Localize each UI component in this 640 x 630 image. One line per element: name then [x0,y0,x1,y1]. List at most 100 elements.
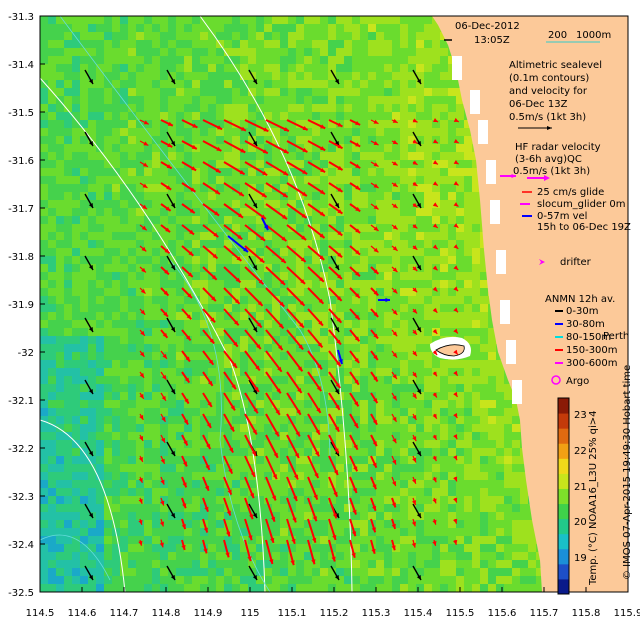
glider-arrow-head [264,225,268,230]
hf-radar-arrow-head [354,379,359,385]
altimetry-arrow-head [170,203,175,208]
hf-radar-arrow-head [166,164,172,169]
hf-radar-arrow-head [142,204,148,210]
hf-radar-arrow-head [412,223,418,229]
hf-radar-arrow-head [141,225,147,231]
hf-radar-arrow-head [332,535,337,540]
hf-radar-arrow-head [353,444,358,450]
hf-radar-arrow-head [138,519,143,525]
altimetry-arrow-head [88,79,93,84]
hf-radar-arrow-head [333,470,338,476]
altimetry-arrow-head [334,79,339,84]
x-tick-label: 115.6 [488,608,517,619]
y-tick-label: -31.8 [8,252,34,263]
hf-radar-arrow-head [372,441,377,447]
hf-radar-arrow-head [412,393,417,399]
hf-radar-arrow-head [412,287,418,293]
hf-radar-arrow-head [453,138,459,143]
sealevel-legend: Altimetric sealevel (0.1m contours) and … [509,60,602,130]
drifter-label: drifter [560,257,592,268]
x-tick-label: 114.7 [110,608,139,619]
hf-radar-arrow-head [239,170,245,175]
colorbar-segment [558,443,569,459]
hf-line-1: HF radar velocity [515,142,601,153]
hf-radar-arrow-head [336,339,341,345]
hf-radar-arrow-head [320,167,326,173]
hf-radar-arrow-head [331,556,336,562]
hf-radar-arrow-head [311,559,316,565]
hf-radar-arrow-head [163,311,168,317]
hf-radar-arrow-head [140,330,145,336]
hf-radar-arrow-head [143,141,149,146]
hf-radar-arrow-head [351,552,356,558]
hf-radar-arrow-head [453,349,458,355]
hf-radar-arrow-head [296,409,301,415]
hf-radar-arrow-head [181,545,186,550]
hf-radar-arrow-head [210,317,216,323]
hf-radar-arrow-head [257,322,262,328]
hf-radar-arrow-head [453,391,458,397]
hf-radar-arrow-head [204,485,209,491]
hf-radar-arrow-head [392,310,398,315]
hf-radar-arrow-head [211,296,216,302]
altimetry-arrow-head [334,327,339,332]
anmn-label-2: 80-150m [566,332,611,343]
hf-line-3: 0.5m/s (1kt 3h) [513,166,590,177]
hf-radar-arrow-head [139,393,144,399]
hf-radar-arrow-head [297,366,303,372]
hf-radar-arrow-head [373,269,379,274]
hf-radar-arrow-head [337,187,343,192]
hf-radar-arrow-head [453,117,459,122]
colorbar-segment [558,428,569,444]
hf-radar-arrow-head [216,146,222,151]
hf-radar-arrow-head [412,139,418,144]
y-tick-label: -31.6 [8,156,34,167]
hf-radar-arrow-head [453,328,458,334]
hf-radar-arrow-head [262,149,268,154]
colorbar-segment [558,533,569,550]
altimetry-arrow-head [252,513,257,518]
hf-radar-arrow-head [373,205,379,210]
hf-radar-arrow-head [453,413,458,419]
hf-radar-arrow-head [301,191,307,196]
hf-radar-arrow-head [373,376,378,382]
hf-radar-arrow-head [139,435,144,441]
hf-radar-arrow-head [337,274,342,280]
hf-radar-arrow-head [141,246,147,252]
colorbar-segment [558,413,569,429]
hf-radar-arrow-head [301,213,307,218]
hf-radar-arrow-head [392,118,398,123]
hf-radar-arrow-head [355,228,361,233]
y-tick-label: -32 [18,348,34,359]
cbar-tick-23: 23 [574,410,587,421]
anmn-title: ANMN 12h av. [545,294,615,305]
glide-label: 25 cm/s glide [537,187,604,198]
hf-radar-arrow-head [352,509,357,515]
hf-radar-arrow-head [189,208,195,214]
hf-radar-arrow-head [433,118,439,122]
argo-label: Argo [566,376,589,387]
altimetry-arrow-head [252,141,257,146]
hf-radar-arrow-head [240,148,246,153]
bathymetry-contour-line [59,16,331,461]
hf-radar-arrow-head [227,489,232,495]
hf-radar-arrow-head [355,163,361,169]
hf-radar-arrow-head [299,300,305,306]
x-tick-label: 115.1 [278,608,307,619]
hf-radar-arrow-head [283,127,289,132]
hf-radar-arrow-head [232,363,237,368]
hf-radar-arrow-head [373,183,379,188]
sealevel-contour-line [40,419,126,592]
hf-radar-arrow-head [351,531,357,537]
hf-radar-arrow-head [139,351,145,357]
hf-radar-arrow-head [412,266,418,271]
hf-radar-arrow-head [373,226,379,231]
hf-radar-arrow-head [317,364,322,370]
hf-radar-arrow-head [392,140,398,145]
hf-radar-arrow-head [235,277,241,283]
hf-radar-arrow-head [373,398,378,404]
y-tick-label: -31.4 [8,60,34,71]
hf-radar-arrow-head [181,524,186,530]
hf-radar-arrow-head [355,293,360,298]
anmn-label-1: 30-80m [566,319,605,330]
